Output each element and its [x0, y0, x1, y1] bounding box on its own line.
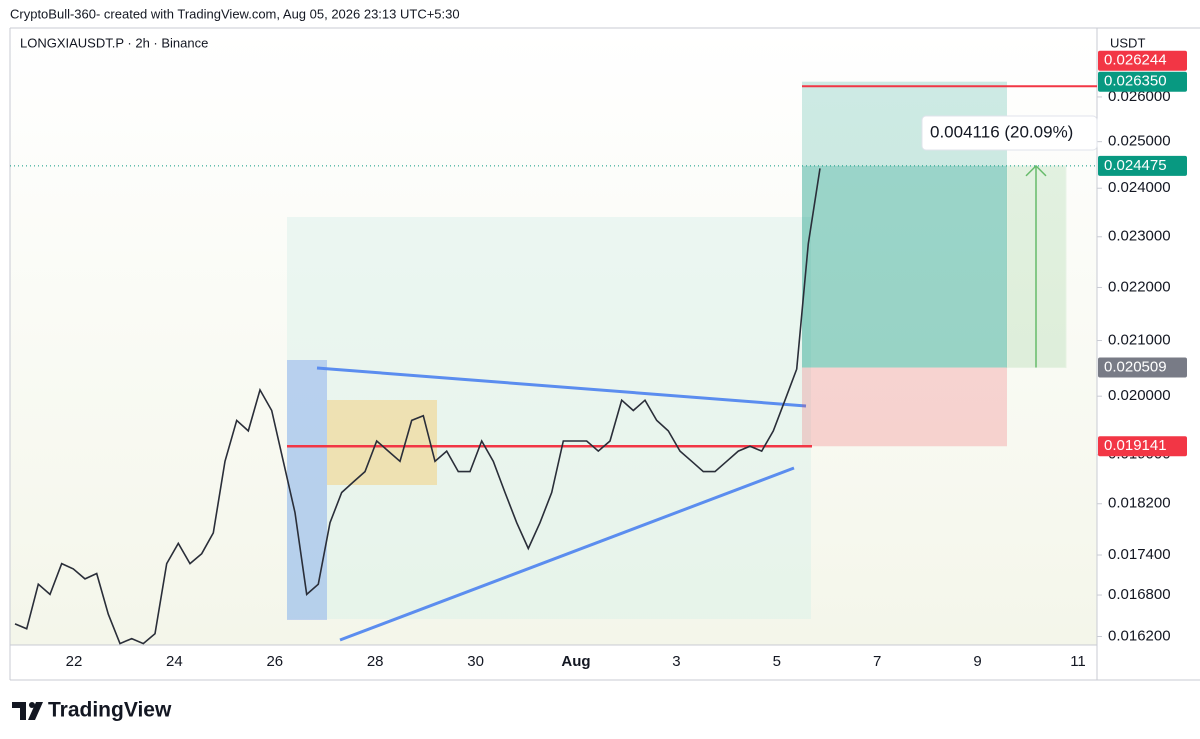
range-box: [287, 217, 811, 619]
logo: [12, 702, 43, 720]
plot-area: [10, 28, 1097, 645]
y-tick-label: 0.023000: [1108, 228, 1171, 245]
x-tick-label: 24: [166, 653, 183, 670]
y-tick-label: 0.016200: [1108, 627, 1171, 644]
price-tag: [1098, 436, 1187, 457]
price-tag: [1098, 155, 1187, 176]
measure-label-bg: [921, 115, 1098, 151]
x-tick-label: 3: [672, 653, 680, 670]
y-tick-label: 0.021000: [1108, 332, 1171, 349]
y-tick-label: 0.018200: [1108, 495, 1171, 512]
y-tick-label: 0.025000: [1108, 133, 1171, 150]
trend-line: [316, 366, 807, 408]
y-tick-label: 0.020000: [1108, 387, 1171, 404]
measure-arrow-head: [1025, 164, 1047, 177]
price-line-series: [14, 168, 821, 645]
volume-profile: [287, 360, 327, 620]
filled-target-zone: [802, 165, 1007, 368]
y-tick-label: 0.016800: [1108, 586, 1171, 603]
price-tag-label: 0.020509: [1104, 358, 1167, 375]
attribution: CryptoBull-360- created with TradingView…: [10, 6, 460, 21]
price-tag-label: 0.024475: [1104, 157, 1167, 174]
x-tick-label: 26: [266, 653, 283, 670]
x-tick-label: 28: [367, 653, 384, 670]
x-tick-label: 7: [873, 653, 881, 670]
price-tag: [1098, 71, 1187, 92]
x-tick-label: 11: [1070, 653, 1086, 670]
y-tick-label: 0.017400: [1108, 546, 1171, 563]
stop-zone: [802, 367, 1007, 447]
measure-label: 0.004116 (20.09%): [930, 122, 1073, 141]
x-tick-label: 22: [66, 653, 83, 670]
currency: USDT: [1110, 35, 1145, 50]
x-tick-label: 9: [973, 653, 981, 670]
x-tick-label: 30: [467, 653, 484, 670]
price-tag-label: 0.026244: [1104, 52, 1167, 69]
price-tag: [1098, 50, 1187, 71]
price-tag-label: 0.026350: [1104, 73, 1167, 90]
y-tick-label: 0.022000: [1108, 278, 1171, 295]
y-tick-label: 0.026000: [1108, 88, 1171, 105]
symbol: LONGXIAUSDT.P · 2h · Binance: [20, 35, 208, 50]
price-tag: [1098, 357, 1187, 378]
value-area: [327, 400, 437, 485]
x-tick-label: 5: [773, 653, 781, 670]
y-tick-label: 0.024000: [1108, 179, 1171, 196]
price-tag-label: 0.019141: [1104, 437, 1167, 454]
brand: TradingView: [48, 699, 172, 722]
x-tick-label: Aug: [561, 653, 590, 670]
trend-line: [339, 466, 795, 642]
